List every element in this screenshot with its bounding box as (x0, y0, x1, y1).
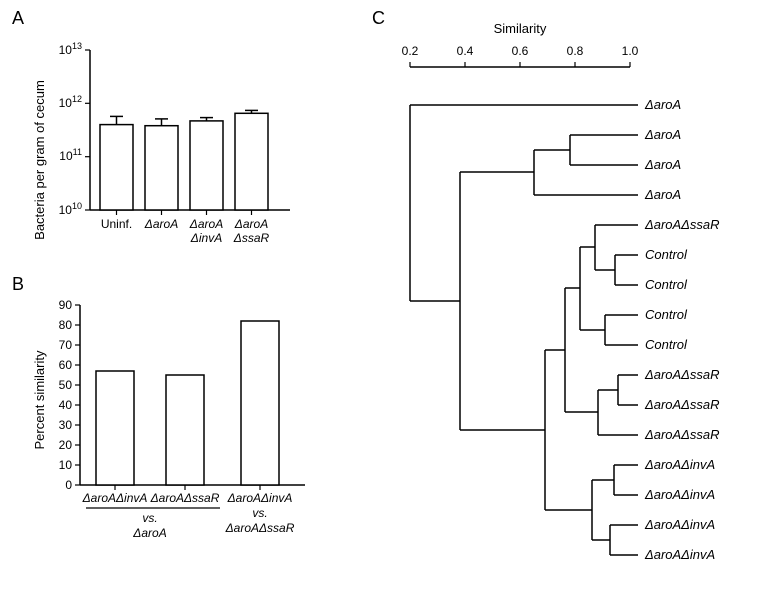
svg-text:ΔaroAΔinvA: ΔaroAΔinvA (644, 487, 715, 502)
svg-text:ΔaroA: ΔaroA (644, 127, 681, 142)
chart-a-yticks: 1013 1012 1011 1010 (59, 41, 90, 217)
svg-text:Control: Control (645, 337, 688, 352)
chart-a-ylabel: Bacteria per gram of cecum (32, 80, 47, 240)
chart-c-leaves: ΔaroA ΔaroA ΔaroA ΔaroA ΔaroAΔssaR Contr… (644, 97, 720, 562)
svg-text:ΔinvA: ΔinvA (190, 231, 222, 245)
svg-text:70: 70 (59, 338, 73, 352)
svg-text:ΔaroAΔinvA: ΔaroAΔinvA (644, 457, 715, 472)
svg-text:ΔaroAΔinvA: ΔaroAΔinvA (644, 517, 715, 532)
svg-text:ΔaroA: ΔaroA (644, 157, 681, 172)
svg-text:ΔaroA: ΔaroA (234, 217, 268, 231)
svg-text:10: 10 (59, 458, 73, 472)
chart-a: Bacteria per gram of cecum 1013 1012 101… (30, 30, 310, 260)
panel-b-label: B (12, 274, 24, 295)
svg-text:ΔaroAΔinvA: ΔaroAΔinvA (82, 491, 148, 505)
chart-b-bars (96, 321, 279, 485)
svg-text:ΔaroAΔinvA: ΔaroAΔinvA (227, 491, 293, 505)
svg-text:ΔaroAΔinvA: ΔaroAΔinvA (644, 547, 715, 562)
svg-text:ΔaroA: ΔaroA (189, 217, 223, 231)
svg-text:40: 40 (59, 398, 73, 412)
svg-text:Control: Control (645, 247, 688, 262)
svg-text:Uninf.: Uninf. (101, 217, 132, 231)
svg-text:1010: 1010 (59, 201, 82, 217)
svg-text:ΔaroAΔssaR: ΔaroAΔssaR (644, 427, 720, 442)
svg-text:ΔaroA: ΔaroA (144, 217, 178, 231)
chart-b-ylabel: Percent similarity (32, 350, 47, 449)
chart-c-branches (410, 105, 638, 555)
svg-text:0.2: 0.2 (402, 44, 419, 58)
svg-text:ΔaroA: ΔaroA (644, 97, 681, 112)
svg-text:1.0: 1.0 (622, 44, 639, 58)
chart-c: Similarity 0.2 0.4 0.6 0.8 1.0 ΔaroA Δar… (370, 15, 760, 575)
svg-text:Control: Control (645, 277, 688, 292)
svg-text:20: 20 (59, 438, 73, 452)
svg-text:ΔssaR: ΔssaR (233, 231, 270, 245)
svg-text:ΔaroA: ΔaroA (644, 187, 681, 202)
svg-text:0.6: 0.6 (512, 44, 529, 58)
chart-b-yticks: 90 80 70 60 50 40 30 20 10 0 (59, 298, 80, 492)
svg-text:60: 60 (59, 358, 73, 372)
svg-text:ΔaroA: ΔaroA (132, 526, 166, 540)
svg-text:ΔaroAΔssaR: ΔaroAΔssaR (644, 217, 720, 232)
chart-b: Percent similarity 90 80 70 60 50 40 30 … (30, 290, 320, 570)
svg-text:ΔaroAΔssaR: ΔaroAΔssaR (225, 521, 295, 535)
chart-c-axis: 0.2 0.4 0.6 0.8 1.0 (402, 44, 639, 67)
svg-text:1011: 1011 (59, 147, 82, 163)
svg-text:vs.: vs. (252, 506, 267, 520)
svg-text:0: 0 (65, 478, 72, 492)
svg-text:30: 30 (59, 418, 73, 432)
svg-text:Control: Control (645, 307, 688, 322)
panel-a-label: A (12, 8, 24, 29)
chart-a-xlabels: Uninf. ΔaroA ΔaroA ΔinvA ΔaroA ΔssaR (101, 217, 270, 245)
svg-text:0.8: 0.8 (567, 44, 584, 58)
svg-text:50: 50 (59, 378, 73, 392)
svg-text:ΔaroAΔssaR: ΔaroAΔssaR (150, 491, 220, 505)
svg-text:ΔaroAΔssaR: ΔaroAΔssaR (644, 397, 720, 412)
chart-a-bars (100, 110, 268, 210)
svg-text:0.4: 0.4 (457, 44, 474, 58)
svg-text:90: 90 (59, 298, 73, 312)
svg-text:80: 80 (59, 318, 73, 332)
svg-text:1013: 1013 (59, 41, 82, 57)
svg-text:vs.: vs. (142, 511, 157, 525)
chart-c-axis-label: Similarity (494, 21, 547, 36)
chart-b-xlabels: ΔaroAΔinvA ΔaroAΔssaR ΔaroAΔinvA vs. Δar… (82, 491, 295, 540)
svg-text:1012: 1012 (59, 94, 82, 110)
svg-text:ΔaroAΔssaR: ΔaroAΔssaR (644, 367, 720, 382)
